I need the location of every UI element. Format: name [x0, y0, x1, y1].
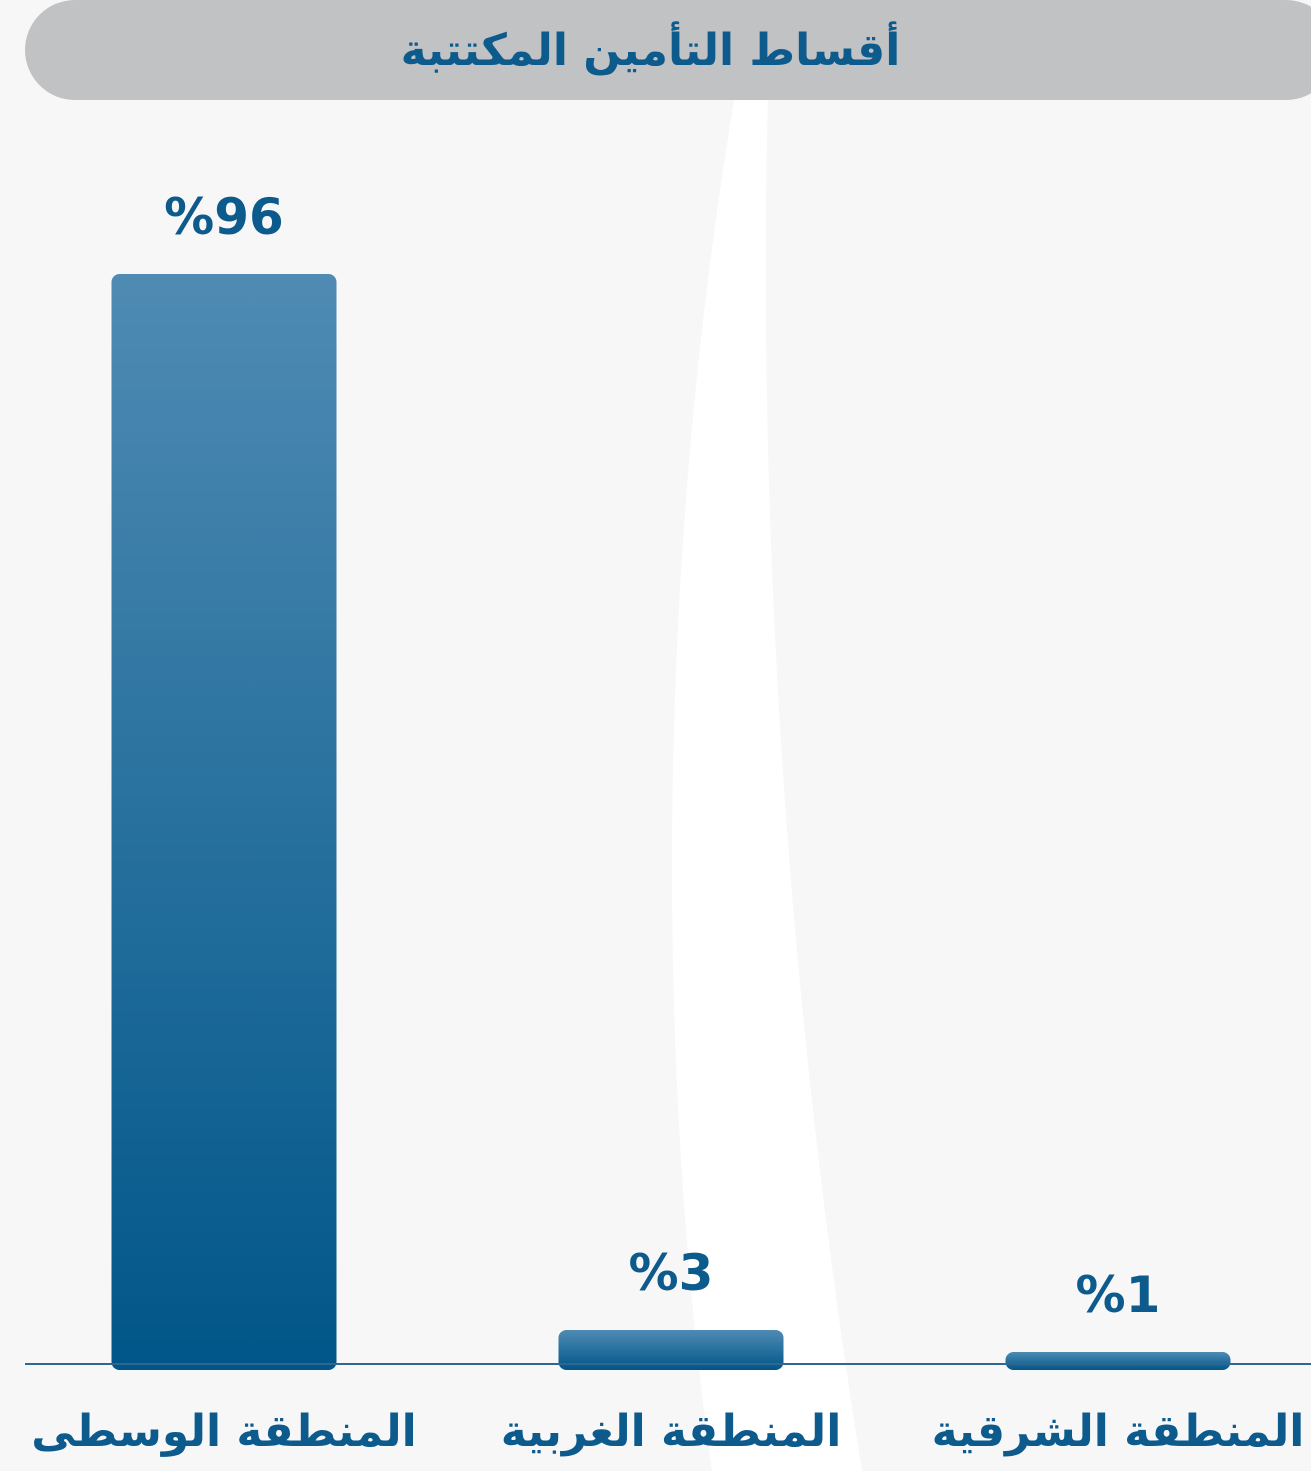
- bars-layer: [111, 274, 1231, 1370]
- category-label-2: المنطقة الغربية: [501, 1406, 842, 1457]
- bar-2: [558, 1329, 784, 1370]
- labels-layer: %96 المنطقة الوسطى %3 المنطقة الغربية %1 المن…: [31, 188, 1304, 1457]
- category-label-3: المنطقة الشرقية: [932, 1406, 1305, 1457]
- value-label-3: %1: [1076, 1266, 1161, 1324]
- background-light-swoosh: [672, 95, 862, 1471]
- bar-1: [111, 274, 337, 1370]
- bar-3: [1005, 1352, 1231, 1370]
- value-label-2: %3: [629, 1244, 714, 1302]
- category-label-1: المنطقة الوسطى: [31, 1406, 416, 1457]
- chart-title: أقساط التأمين المكتتبة: [400, 24, 901, 76]
- value-label-1: %96: [164, 188, 284, 246]
- title-banner: أقساط التأمين المكتتبة: [25, 0, 1311, 100]
